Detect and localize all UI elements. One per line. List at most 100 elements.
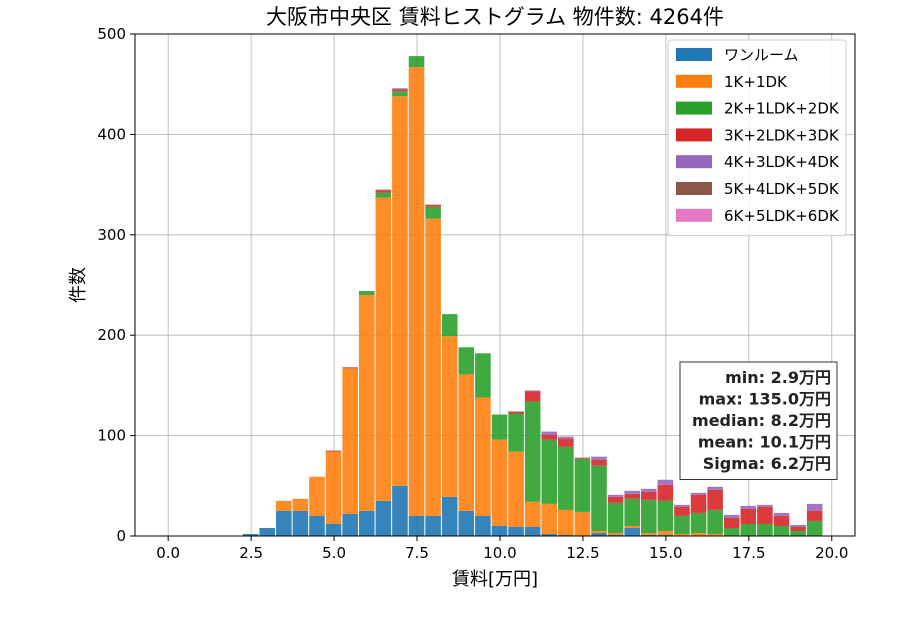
legend-swatch xyxy=(676,182,712,195)
bar-segment xyxy=(558,446,574,510)
legend-swatch xyxy=(676,208,712,222)
bar-segment xyxy=(624,490,640,494)
legend-label: 4K+3LDK+4DK xyxy=(724,153,840,171)
stats-line: Sigma: 6.2万円 xyxy=(703,454,831,473)
bar-segment xyxy=(723,517,740,528)
bar-segment xyxy=(624,493,640,499)
bar-segment xyxy=(591,456,607,460)
bar-segment xyxy=(375,190,392,193)
legend: ワンルーム 1K+1DK 2K+1LDK+2DK 3K+2LDK+3DK 4K+3LDK… xyxy=(667,39,847,237)
bar-segment xyxy=(325,523,342,536)
x-tick-label: 20.0 xyxy=(815,544,848,562)
bar-segment xyxy=(674,506,690,516)
bar-segment xyxy=(392,485,408,536)
stats-line: mean: 10.1万円 xyxy=(698,433,831,452)
legend-swatch xyxy=(676,101,712,115)
bar-segment xyxy=(259,527,276,536)
bar-segment xyxy=(491,439,508,526)
bar-segment xyxy=(541,439,558,504)
bar-segment xyxy=(690,494,707,513)
bar-segment xyxy=(524,526,541,536)
bar-segment xyxy=(707,533,723,536)
bar-segment xyxy=(690,492,707,495)
x-tick-label: 10.0 xyxy=(483,544,516,562)
bar-segment xyxy=(309,476,325,516)
x-tick-label: 17.5 xyxy=(732,544,765,562)
bar-segment xyxy=(425,515,441,536)
bar-segment xyxy=(558,436,574,439)
x-tick-label: 15.0 xyxy=(649,544,682,562)
bar-segment xyxy=(591,459,607,466)
bar-segment xyxy=(640,488,657,492)
bar-segment xyxy=(790,526,806,531)
legend-swatch xyxy=(676,74,712,88)
bar-segment xyxy=(425,204,441,207)
legend-label: 1K+1DK xyxy=(724,73,788,91)
bar-segment xyxy=(574,457,591,459)
bar-segment xyxy=(524,391,541,402)
bar-segment xyxy=(806,510,823,521)
bar-segment xyxy=(674,504,690,507)
bar-segment xyxy=(707,489,723,510)
legend-label: 3K+2LDK+3DK xyxy=(724,126,840,144)
x-axis-ticks: 0.0 2.5 5.0 7.5 10.0 12.5 15.0 17.5 20.0 xyxy=(156,536,848,562)
bar-segment xyxy=(375,197,392,501)
bar-segment xyxy=(674,533,690,536)
bar-segment xyxy=(458,347,475,375)
bar-segment xyxy=(524,401,541,502)
stats-line: max: 135.0万円 xyxy=(699,390,831,409)
y-tick-label: 100 xyxy=(97,427,126,445)
bar-segment xyxy=(690,512,707,533)
bar-segment xyxy=(358,295,375,511)
bar-segment xyxy=(707,509,723,534)
plot-area-frame xyxy=(134,33,856,537)
x-tick-label: 7.5 xyxy=(405,544,429,562)
x-tick-label: 12.5 xyxy=(566,544,599,562)
bar-segment xyxy=(558,438,574,447)
bar-segment xyxy=(508,451,524,527)
bar-segment xyxy=(640,534,657,536)
legend-label: 2K+1LDK+2DK xyxy=(724,100,840,118)
bar-segment xyxy=(773,512,790,516)
x-tick-label: 0.0 xyxy=(156,544,180,562)
bar-segment xyxy=(342,367,358,369)
legend-label: ワンルーム xyxy=(724,46,799,64)
legend-label: 6K+5LDK+6DK xyxy=(724,207,840,225)
bar-segment xyxy=(607,502,624,533)
bar-segment xyxy=(558,534,574,536)
y-tick-label: 0 xyxy=(116,527,126,545)
bar-segment xyxy=(806,503,823,511)
bar-segment xyxy=(441,314,458,337)
bar-segment xyxy=(624,498,640,526)
bar-segment xyxy=(624,527,640,536)
bar-segment xyxy=(475,515,491,536)
stats-line: median: 8.2万円 xyxy=(692,411,831,430)
bar-segment xyxy=(541,503,558,534)
bar-segment xyxy=(657,534,674,536)
bar-segment xyxy=(591,532,607,536)
bar-segment xyxy=(425,206,441,219)
bar-segment xyxy=(441,336,458,497)
stats-frame xyxy=(679,361,838,480)
y-axis-label: 件数 xyxy=(68,267,89,303)
stats-box: min: 2.9万円 max: 135.0万円 median: 8.2万円 mean:… xyxy=(679,361,838,480)
bar-segment xyxy=(674,515,690,534)
bar-segment xyxy=(325,450,342,452)
bar-segment xyxy=(806,520,823,536)
bar-segment xyxy=(292,498,309,511)
bar-segment xyxy=(607,534,624,536)
bar-segment xyxy=(375,189,392,191)
bar-segment xyxy=(491,525,508,536)
bar-segment xyxy=(657,530,674,535)
bar-segment xyxy=(657,479,674,485)
y-tick-label: 400 xyxy=(97,125,126,143)
legend-swatch xyxy=(676,155,712,169)
bar-segment xyxy=(740,505,757,509)
chart-title: 大阪市中央区 賃料ヒストグラム 物件数: 4264件 xyxy=(266,5,724,29)
bar-segment xyxy=(790,524,806,527)
bar-segment xyxy=(757,523,773,536)
bar-segment xyxy=(375,192,392,198)
bar-segment xyxy=(773,515,790,526)
bar-segment xyxy=(342,368,358,514)
